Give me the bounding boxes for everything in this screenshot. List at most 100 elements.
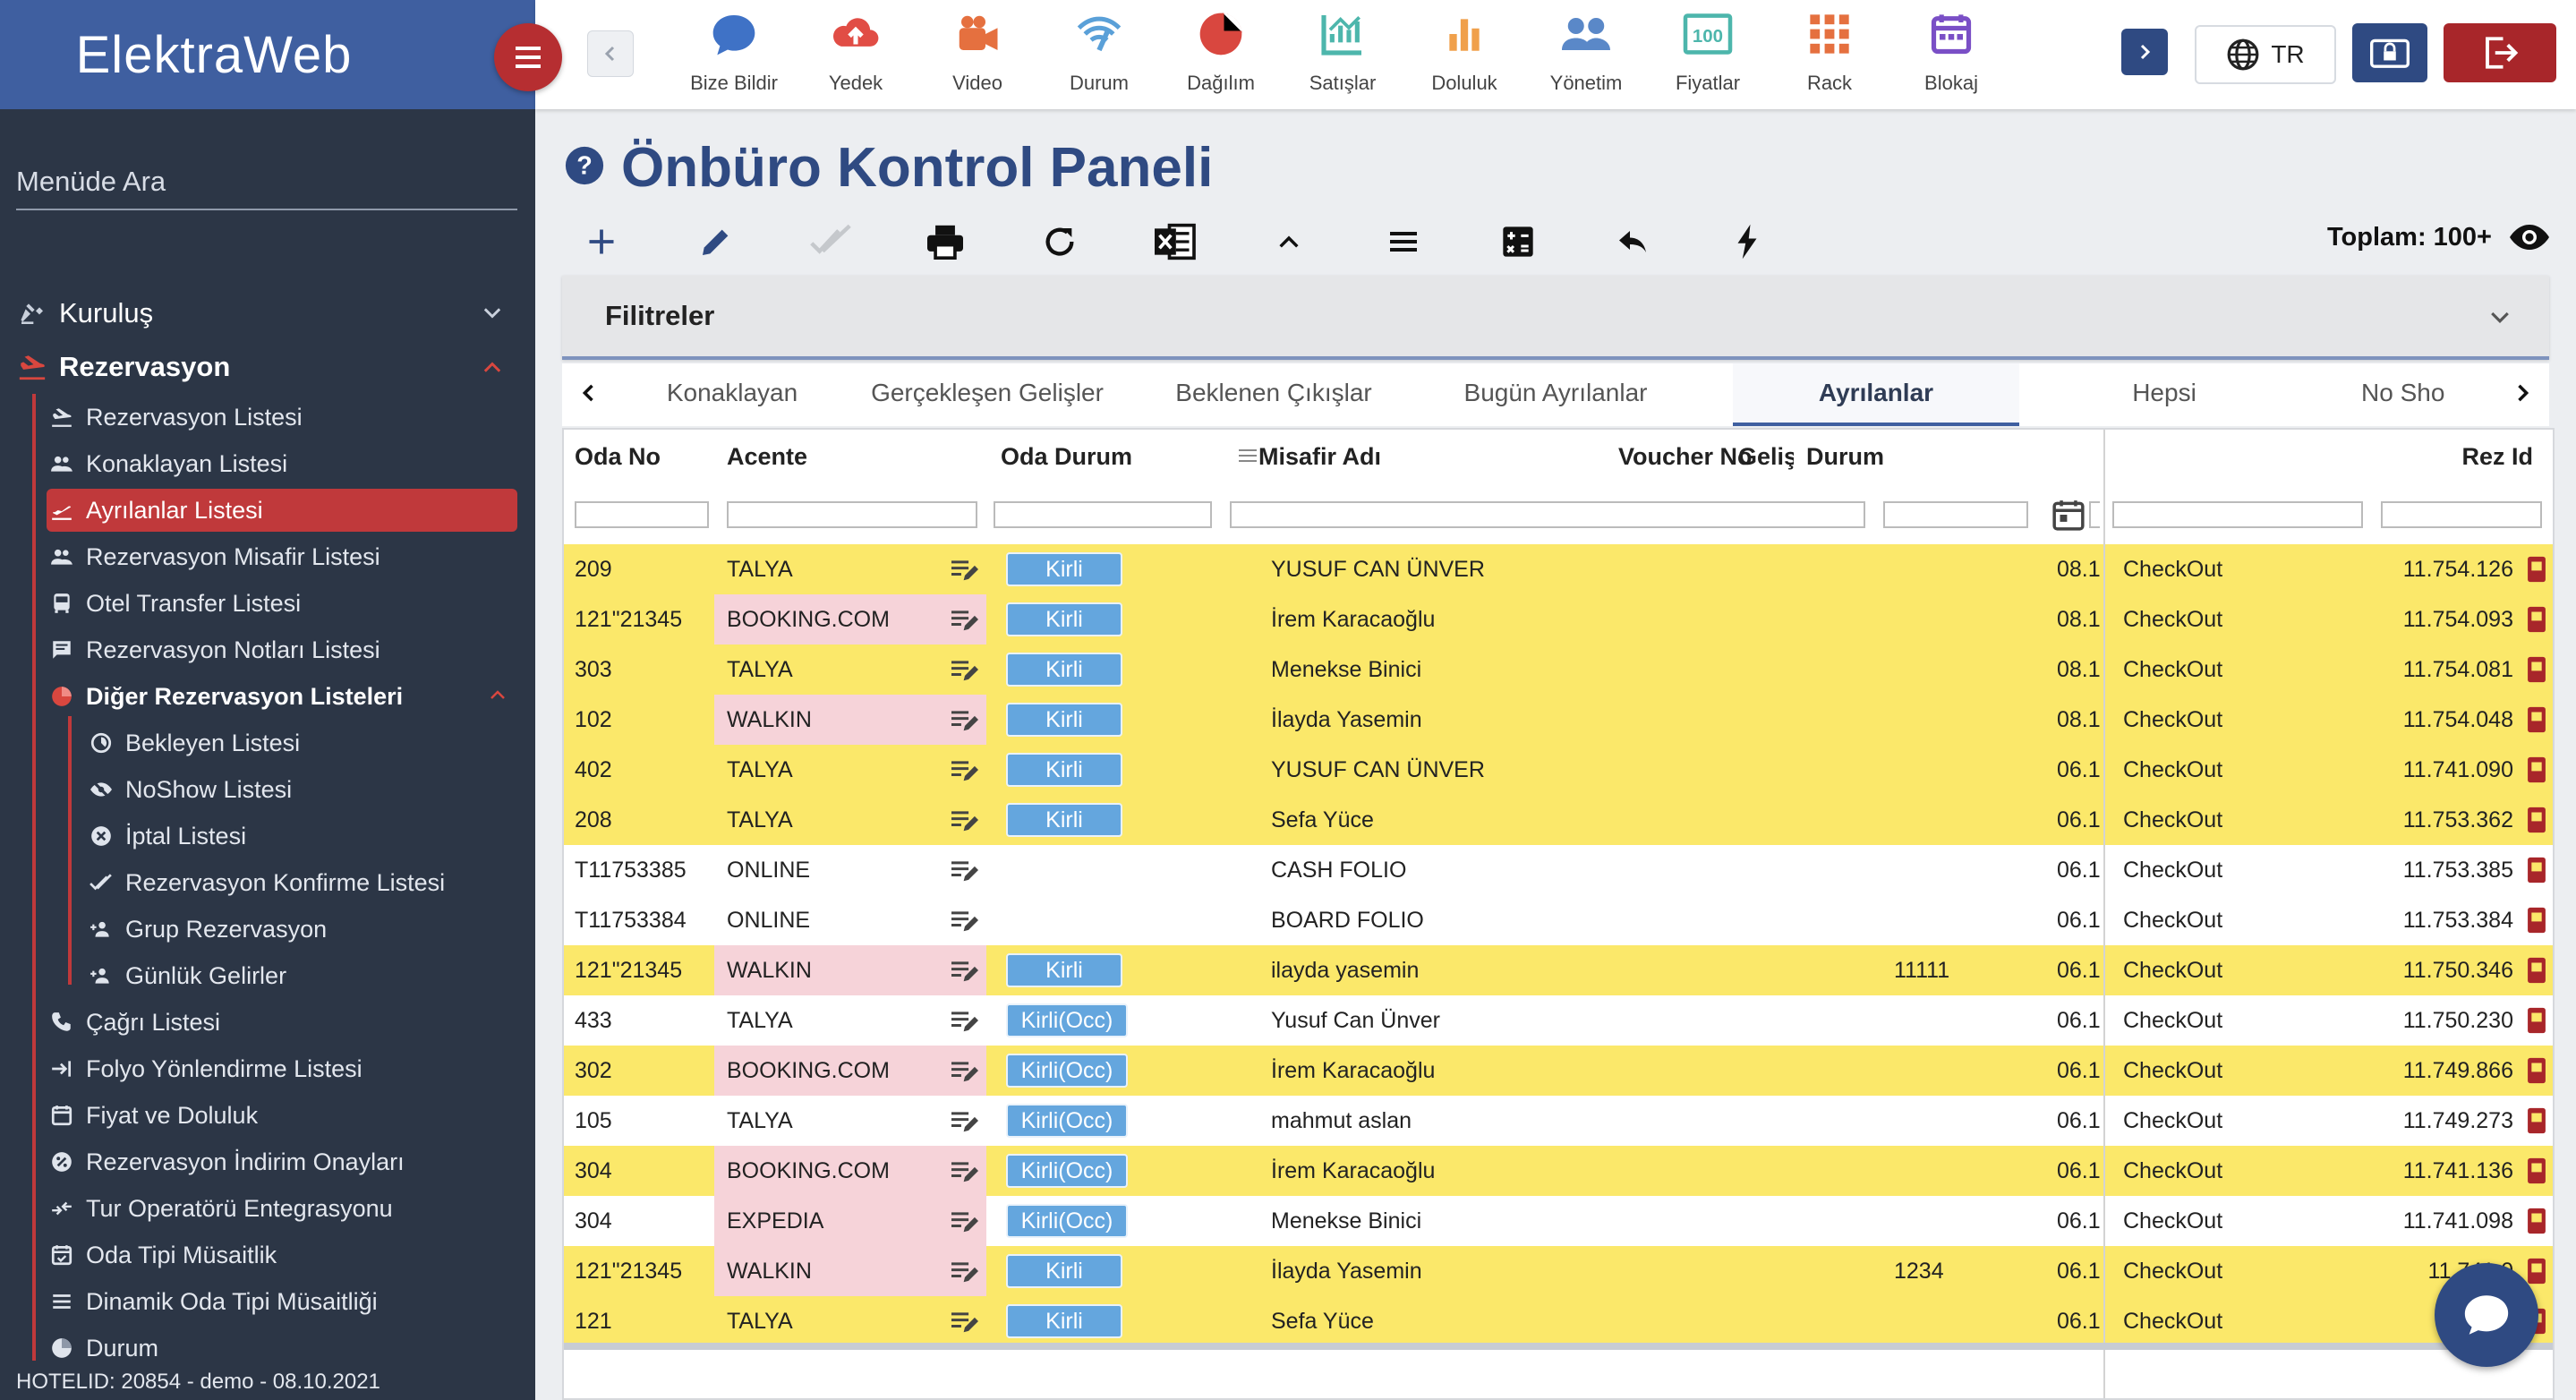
column-header-misafir-adi[interactable]: Misafir Adı [1258,442,1382,470]
toolbar-video-button[interactable]: Video [924,7,1031,102]
table-row[interactable]: 302 BOOKING.COM Kirli(Occ) İrem Karacaoğlu 0… [564,1046,2553,1097]
collapse-button[interactable] [1262,215,1316,269]
notes-edit-icon[interactable] [949,645,985,695]
sidebar-section-rezervasyon[interactable]: Rezervasyon [16,347,517,387]
folio-icon[interactable] [2526,745,2553,795]
table-row[interactable]: 402 TALYA Kirli YUSUF CAN ÜNVER 06.1(CheckOu… [564,745,2553,796]
sidebar-item-ayrilanlar-listesi[interactable]: Ayrılanlar Listesi [47,489,517,532]
column-header-acente[interactable]: Acente [727,442,808,470]
table-row[interactable]: 304 BOOKING.COM Kirli(Occ) İrem Karacaoğlu 0… [564,1146,2553,1197]
filter-rez-id-input[interactable] [2381,501,2542,528]
sidebar-item-noshow-listesi[interactable]: NoShow Listesi [86,768,517,811]
calculator-button[interactable] [1491,215,1545,269]
sidebar-item-durum[interactable]: Durum [47,1327,517,1370]
toolbar-durum-button[interactable]: Durum [1045,7,1153,102]
room-status-badge[interactable]: Kirli [1006,1304,1122,1338]
sidebar-item-folyo-yonlendirme-listesi[interactable]: Folyo Yönlendirme Listesi [47,1047,517,1090]
notes-edit-icon[interactable] [949,745,985,795]
folio-icon[interactable] [2526,1096,2553,1146]
folio-icon[interactable] [2526,895,2553,945]
chevron-down-icon[interactable] [2486,304,2513,336]
folio-icon[interactable] [2526,1046,2553,1096]
sidebar-item-bekleyen-listesi[interactable]: Bekleyen Listesi [86,721,517,764]
sidebar-item-konaklayan-listesi[interactable]: Konaklayan Listesi [47,442,517,485]
folio-icon[interactable] [2526,945,2553,995]
filter-acente-input[interactable] [727,501,977,528]
eye-icon[interactable] [2508,222,2551,252]
table-row[interactable]: 209 TALYA Kirli YUSUF CAN ÜNVER 08.1(CheckOu… [564,544,2553,595]
room-status-badge[interactable]: Kirli [1006,1254,1122,1288]
confirm-button[interactable] [804,215,857,269]
notes-edit-icon[interactable] [949,895,985,945]
tab-bugun-ayrilanlar[interactable]: Bugün Ayrılanlar [1463,379,1648,406]
tab-ayrilanlar[interactable]: Ayrılanlar [1733,363,2019,426]
horizontal-scrollbar[interactable] [564,1343,2553,1350]
add-button[interactable] [575,215,628,269]
sidebar-item-dinamik-oda-tipi-musaitligi[interactable]: Dinamik Oda Tipi Müsaitliği [47,1280,517,1323]
excel-export-button[interactable] [1147,215,1201,269]
table-row[interactable]: T11753385 ONLINE CASH FOLIO 06.1(CheckOut 11… [564,845,2553,896]
undo-button[interactable] [1606,215,1659,269]
edit-button[interactable] [689,215,743,269]
tabs-scroll-left-button[interactable] [562,363,616,423]
sidebar-item-rezervasyon-misafir-listesi[interactable]: Rezervasyon Misafir Listesi [47,535,517,578]
notes-edit-icon[interactable] [949,1046,985,1096]
notes-edit-icon[interactable] [949,1246,985,1296]
column-header-durum[interactable]: Durum [1806,442,1884,470]
tab-beklenen-cikislar[interactable]: Beklenen Çıkışlar [1175,379,1372,406]
room-status-badge[interactable]: Kirli [1006,552,1122,586]
sidebar-item-iptal-listesi[interactable]: İptal Listesi [86,815,517,858]
toolbar-satislar-button[interactable]: Satışlar [1289,7,1396,102]
column-header-gelis[interactable]: Geliş [1738,442,1794,470]
menu-toggle-button[interactable] [494,23,562,91]
notes-edit-icon[interactable] [949,695,985,745]
toolbar-scroll-left-button[interactable] [587,30,634,77]
sidebar-item-fiyat-ve-doluluk[interactable]: Fiyat ve Doluluk [47,1094,517,1137]
folio-icon[interactable] [2526,995,2553,1046]
room-status-badge[interactable]: Kirli [1006,953,1122,987]
room-status-badge[interactable]: Kirli(Occ) [1006,1154,1128,1188]
table-row[interactable]: 102 WALKIN Kirli İlayda Yasemin 08.1(CheckOu… [564,695,2553,746]
sidebar-item-rezervasyon-notlari-listesi[interactable]: Rezervasyon Notları Listesi [47,628,517,671]
room-status-badge[interactable]: Kirli [1006,703,1122,737]
sidebar-item-gunluk-gelirler[interactable]: Günlük Gelirler [86,954,517,997]
column-header-oda-no[interactable]: Oda No [575,442,661,470]
table-row[interactable]: T11753384 ONLINE BOARD FOLIO 06.1(CheckOut 1… [564,895,2553,946]
room-status-badge[interactable]: Kirli [1006,653,1122,687]
toolbar-yonetim-button[interactable]: Yönetim [1532,7,1640,102]
menu-search-input[interactable]: Menüde Ara [16,166,517,210]
sidebar-item-diger-rezervasyon-listeleri[interactable]: Diğer Rezervasyon Listeleri [47,675,517,718]
sidebar-item-rezervasyon-indirim-onaylari[interactable]: Rezervasyon İndirim Onayları [47,1140,517,1183]
menu-lines-button[interactable] [1377,215,1430,269]
toolbar-blokaj-button[interactable]: Blokaj [1898,7,2005,102]
column-header-voucher-no[interactable]: Voucher No [1618,442,1753,470]
tab-gerceklesen-gelisler[interactable]: Gerçekleşen Gelişler [871,379,1104,406]
tab-konaklayan[interactable]: Konaklayan [666,379,798,406]
toolbar-yedek-button[interactable]: Yedek [802,7,909,102]
table-row[interactable]: 121"21345 WALKIN Kirli İlayda Yasemin 1234 06… [564,1246,2553,1297]
sidebar-item-rezervasyon-listesi[interactable]: Rezervasyon Listesi [47,396,517,439]
notes-edit-icon[interactable] [949,795,985,845]
room-status-badge[interactable]: Kirli [1006,753,1122,787]
logout-button[interactable] [2444,23,2556,82]
tab-hepsi[interactable]: Hepsi [2132,379,2196,406]
sidebar-item-grup-rezervasyon[interactable]: Grup Rezervasyon [86,908,517,951]
filters-panel[interactable]: Filitreler [562,276,2549,360]
toolbar-dagilim-button[interactable]: Dağılım [1167,7,1275,102]
filter-durum-input[interactable] [2112,501,2363,528]
notes-edit-icon[interactable] [949,1296,985,1346]
folio-icon[interactable] [2526,795,2553,845]
folio-icon[interactable] [2526,645,2553,695]
sidebar-item-tur-operatoru-entegrasyonu[interactable]: Tur Operatörü Entegrasyonu [47,1187,517,1230]
folio-icon[interactable] [2526,695,2553,745]
tabs-scroll-right-button[interactable] [2495,363,2549,423]
notes-edit-icon[interactable] [949,1196,985,1246]
column-menu-icon[interactable] [1237,446,1258,470]
room-status-badge[interactable]: Kirli [1006,803,1122,837]
calendar-icon[interactable] [2051,498,2086,536]
table-row[interactable]: 433 TALYA Kirli(Occ) Yusuf Can Ünver 06.1(Ch… [564,995,2553,1046]
column-header-oda-durum[interactable]: Oda Durum [1001,442,1133,470]
room-status-badge[interactable]: Kirli(Occ) [1006,1003,1128,1037]
notes-edit-icon[interactable] [949,594,985,645]
